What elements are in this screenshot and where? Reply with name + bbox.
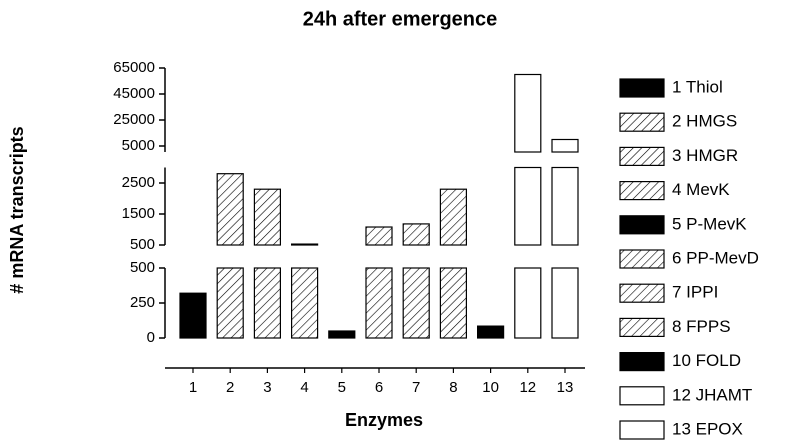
y-tick-label: 65000 <box>113 59 155 76</box>
legend-label: 1 Thiol <box>672 77 723 96</box>
y-tick-label: 2500 <box>122 174 155 191</box>
bar <box>179 292 207 339</box>
legend-label: 3 HMGR <box>672 146 738 165</box>
bar <box>514 166 542 246</box>
legend-swatch <box>619 181 665 201</box>
x-tick-label: 1 <box>189 379 197 396</box>
legend-swatch <box>619 420 665 440</box>
legend-swatch <box>619 317 665 337</box>
x-tick-label: 5 <box>338 379 346 396</box>
bar <box>402 223 430 246</box>
y-axis-label: # mRNA transcripts <box>7 126 27 293</box>
legend-label: 10 FOLD <box>672 351 741 370</box>
x-tick-label: 8 <box>449 379 457 396</box>
bar <box>291 267 319 339</box>
bar <box>253 267 281 339</box>
bar <box>514 73 542 153</box>
legend-label: 5 P-MevK <box>672 214 747 233</box>
bar <box>514 267 542 339</box>
bar <box>551 138 579 153</box>
legend-swatch <box>619 215 665 235</box>
y-tick-label: 500 <box>130 259 155 276</box>
legend-label: 2 HMGS <box>672 112 737 131</box>
bar <box>551 267 579 339</box>
x-tick-label: 7 <box>412 379 420 396</box>
legend-swatch <box>619 386 665 406</box>
legend-label: 12 JHAMT <box>672 385 752 404</box>
y-tick-label: 5000 <box>122 137 155 154</box>
x-axis-label: Enzymes <box>345 410 423 430</box>
bar <box>439 188 467 246</box>
bar <box>365 267 393 339</box>
bar <box>365 226 393 246</box>
x-tick-label: 13 <box>557 379 574 396</box>
bar <box>551 166 579 246</box>
legend-swatch <box>619 146 665 166</box>
y-tick-label: 25000 <box>113 111 155 128</box>
legend-swatch <box>619 352 665 372</box>
y-tick-label: 1500 <box>122 205 155 222</box>
x-tick-label: 4 <box>300 379 308 396</box>
bar <box>216 173 244 246</box>
legend-label: 13 EPOX <box>672 419 743 438</box>
legend-swatch <box>619 112 665 132</box>
bar <box>402 267 430 339</box>
bar <box>439 267 467 339</box>
legend-label: 8 FPPS <box>672 317 731 336</box>
y-tick-label: 45000 <box>113 85 155 102</box>
legend-swatch <box>619 283 665 303</box>
x-tick-label: 2 <box>226 379 234 396</box>
chart-title: 24h after emergence <box>303 8 498 30</box>
legend-label: 7 IPPI <box>672 283 718 302</box>
x-tick-label: 10 <box>482 379 499 396</box>
y-tick-label: 250 <box>130 294 155 311</box>
y-tick-label: 500 <box>130 236 155 253</box>
x-tick-label: 3 <box>263 379 271 396</box>
legend-swatch <box>619 78 665 98</box>
legend-label: 4 MevK <box>672 180 730 199</box>
bar <box>328 330 356 339</box>
y-tick-label: 0 <box>147 329 155 346</box>
bar <box>291 243 319 246</box>
legend-swatch <box>619 249 665 269</box>
bar <box>216 267 244 339</box>
bar <box>253 188 281 246</box>
x-tick-label: 12 <box>519 379 536 396</box>
bar <box>477 325 505 339</box>
legend-label: 6 PP-MevD <box>672 248 759 267</box>
x-tick-label: 6 <box>375 379 383 396</box>
